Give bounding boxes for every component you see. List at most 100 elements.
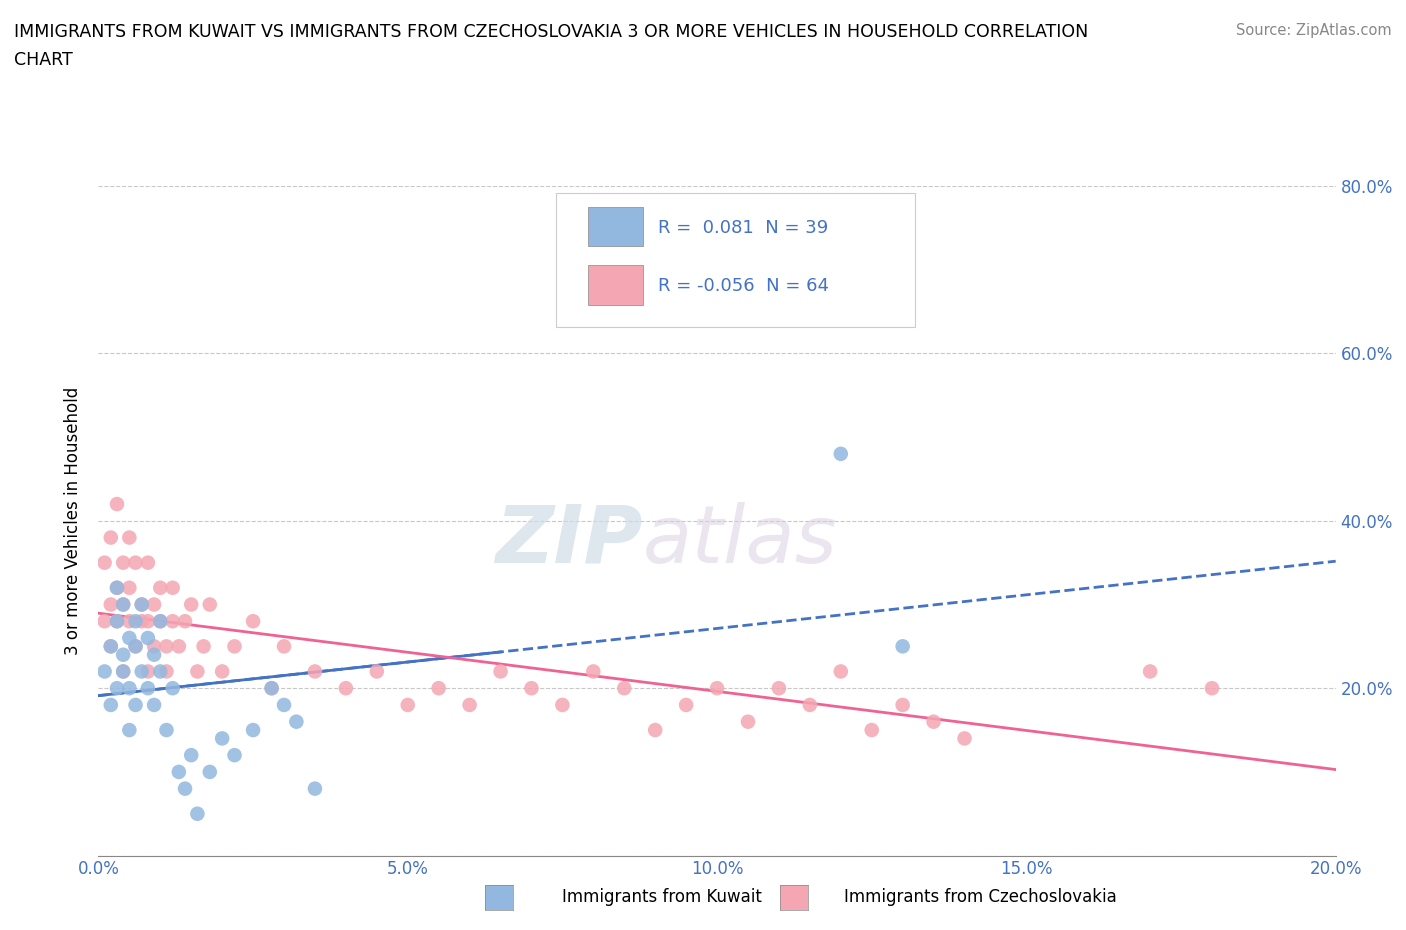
Point — [136, 631, 159, 645]
Point — [100, 530, 122, 545]
Point — [93, 555, 115, 570]
Point — [155, 664, 177, 679]
Point — [131, 664, 153, 679]
Point — [105, 614, 128, 629]
Point — [396, 698, 419, 712]
Text: Source: ZipAtlas.com: Source: ZipAtlas.com — [1236, 23, 1392, 38]
Point — [186, 664, 208, 679]
Point — [93, 664, 115, 679]
Point — [520, 681, 543, 696]
Point — [105, 614, 128, 629]
Point — [644, 723, 666, 737]
Point — [124, 555, 146, 570]
Point — [1139, 664, 1161, 679]
Point — [124, 614, 146, 629]
Point — [124, 639, 146, 654]
Point — [105, 497, 128, 512]
Point — [162, 614, 184, 629]
Point — [260, 681, 283, 696]
Point — [489, 664, 512, 679]
Text: atlas: atlas — [643, 502, 838, 580]
Point — [242, 723, 264, 737]
Point — [891, 639, 914, 654]
Text: IMMIGRANTS FROM KUWAIT VS IMMIGRANTS FROM CZECHOSLOVAKIA 3 OR MORE VEHICLES IN H: IMMIGRANTS FROM KUWAIT VS IMMIGRANTS FRO… — [14, 23, 1088, 41]
Point — [162, 580, 184, 595]
Point — [706, 681, 728, 696]
Point — [366, 664, 388, 679]
Point — [198, 764, 221, 779]
Point — [136, 555, 159, 570]
Point — [149, 614, 172, 629]
Point — [118, 530, 141, 545]
Point — [118, 723, 141, 737]
Point — [211, 664, 233, 679]
Point — [242, 614, 264, 629]
Point — [155, 723, 177, 737]
Point — [224, 639, 246, 654]
Point — [180, 748, 202, 763]
Point — [180, 597, 202, 612]
Point — [112, 597, 135, 612]
Point — [737, 714, 759, 729]
Point — [118, 631, 141, 645]
FancyBboxPatch shape — [557, 193, 915, 326]
Text: Immigrants from Kuwait: Immigrants from Kuwait — [562, 888, 762, 907]
Point — [167, 639, 190, 654]
Point — [335, 681, 357, 696]
Point — [149, 614, 172, 629]
Point — [891, 698, 914, 712]
Point — [174, 614, 197, 629]
Point — [830, 664, 852, 679]
Point — [273, 698, 295, 712]
Point — [167, 764, 190, 779]
Point — [162, 681, 184, 696]
Point — [149, 580, 172, 595]
Point — [131, 597, 153, 612]
Text: ZIP: ZIP — [495, 502, 643, 580]
Point — [285, 714, 308, 729]
FancyBboxPatch shape — [588, 206, 643, 246]
Point — [224, 748, 246, 763]
Text: Immigrants from Czechoslovakia: Immigrants from Czechoslovakia — [844, 888, 1116, 907]
FancyBboxPatch shape — [588, 265, 643, 304]
Point — [118, 614, 141, 629]
Point — [136, 681, 159, 696]
Point — [105, 681, 128, 696]
Point — [143, 698, 166, 712]
Point — [799, 698, 821, 712]
Point — [211, 731, 233, 746]
Point — [136, 614, 159, 629]
Point — [149, 664, 172, 679]
Text: CHART: CHART — [14, 51, 73, 69]
Text: R = -0.056  N = 64: R = -0.056 N = 64 — [658, 277, 828, 296]
Text: R =  0.081  N = 39: R = 0.081 N = 39 — [658, 219, 828, 236]
Point — [768, 681, 790, 696]
Point — [613, 681, 636, 696]
Point — [143, 597, 166, 612]
Point — [193, 639, 215, 654]
Point — [93, 614, 115, 629]
Point — [582, 664, 605, 679]
Point — [427, 681, 450, 696]
Point — [675, 698, 697, 712]
Point — [458, 698, 481, 712]
Point — [112, 555, 135, 570]
Point — [118, 681, 141, 696]
Point — [860, 723, 883, 737]
Point — [118, 580, 141, 595]
Point — [304, 781, 326, 796]
Point — [112, 597, 135, 612]
Point — [155, 639, 177, 654]
Point — [124, 698, 146, 712]
Point — [304, 664, 326, 679]
Point — [105, 580, 128, 595]
Point — [830, 446, 852, 461]
Point — [131, 597, 153, 612]
Point — [100, 597, 122, 612]
Point — [1201, 681, 1223, 696]
Point — [136, 664, 159, 679]
Point — [143, 639, 166, 654]
Y-axis label: 3 or more Vehicles in Household: 3 or more Vehicles in Household — [65, 387, 83, 655]
Point — [100, 639, 122, 654]
Point — [100, 698, 122, 712]
